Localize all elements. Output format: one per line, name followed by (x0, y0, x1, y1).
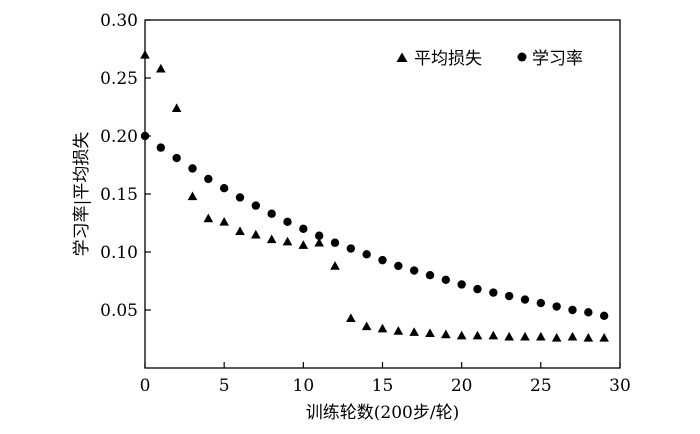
learning-rate-point (156, 143, 166, 152)
y-tick-label: 0.10 (100, 243, 138, 263)
learning-rate-point (378, 255, 387, 265)
legend-label-loss: 平均损失 (414, 49, 482, 69)
y-tick-label: 0.05 (100, 301, 138, 321)
x-tick-label: 25 (530, 376, 552, 396)
loss-point (377, 323, 388, 333)
data-series (140, 50, 609, 342)
learning-rate-point (409, 266, 419, 275)
learning-rate-point (251, 201, 261, 210)
loss-point (551, 333, 562, 342)
learning-rate-point (330, 238, 340, 247)
loss-point (456, 330, 467, 340)
loss-point (567, 331, 578, 341)
learning-rate-point (441, 275, 451, 285)
learning-rate-point (536, 298, 546, 308)
loss-point (520, 331, 530, 341)
loss-point (441, 329, 451, 339)
x-tick-label: 0 (140, 376, 151, 396)
loss-point (282, 236, 293, 246)
learning-rate-point (235, 193, 245, 202)
loss-point (425, 328, 435, 338)
y-axis-label: 学习率|平均损失 (72, 132, 92, 257)
learning-rate-point (473, 284, 482, 294)
legend-triangle-marker (396, 52, 408, 62)
loss-point (583, 333, 594, 342)
y-tick-label: 0.15 (100, 185, 138, 205)
loss-point (219, 217, 229, 226)
loss-point (156, 63, 166, 73)
learning-rate-point (346, 244, 356, 253)
learning-rate-point (188, 164, 197, 173)
learning-rate-point (299, 224, 308, 233)
y-tick-label: 0.25 (100, 69, 138, 89)
loss-point (361, 321, 372, 331)
loss-point (140, 50, 150, 59)
loss-point (314, 237, 324, 247)
loss-point (203, 213, 214, 223)
loss-point (472, 330, 483, 340)
loss-point (536, 331, 546, 341)
loss-point (409, 327, 419, 336)
legend: 平均损失 学习率 (396, 49, 583, 69)
plot-frame (144, 19, 621, 369)
learning-rate-point (283, 217, 292, 227)
x-axis-label: 训练轮数(200步/轮) (306, 403, 459, 423)
learning-rate-point (599, 311, 609, 320)
learning-rate-point (219, 184, 229, 193)
loss-point (187, 191, 198, 201)
y-tick-label: 0.30 (100, 11, 138, 31)
loss-point (235, 226, 245, 235)
series-average-loss (140, 50, 609, 342)
x-tick-label: 30 (609, 376, 631, 396)
x-tick-label: 10 (293, 376, 315, 396)
learning-rate-point (394, 261, 403, 271)
loss-point (251, 229, 261, 239)
x-tick-label: 15 (372, 376, 394, 396)
learning-rate-point (552, 302, 561, 311)
learning-rate-point (457, 280, 466, 289)
legend-circle-marker (517, 52, 527, 62)
loss-point (171, 103, 182, 112)
learning-rate-point (362, 250, 371, 259)
loss-point (330, 261, 340, 270)
learning-rate-point (425, 271, 435, 280)
learning-rate-point (504, 291, 514, 301)
learning-rate-point (172, 153, 181, 163)
learning-rate-point (140, 131, 150, 141)
learning-rate-point (267, 209, 276, 218)
loss-point (599, 333, 609, 342)
loss-point (488, 330, 499, 340)
learning-rate-point (520, 295, 530, 304)
series-learning-rate (140, 131, 609, 320)
learning-rate-point (568, 305, 577, 315)
loss-point (266, 234, 277, 244)
learning-rate-point (584, 308, 593, 317)
loss-point (346, 313, 356, 322)
x-tick-label: 5 (219, 376, 230, 396)
loss-point (393, 326, 404, 335)
legend-label-lr: 学习率 (532, 49, 583, 69)
loss-point (298, 240, 309, 249)
learning-rate-point (314, 231, 324, 240)
loss-point (504, 331, 514, 341)
x-axis-ticks: 0 5 10 15 20 25 30 (140, 362, 631, 396)
y-tick-label: 0.20 (100, 127, 138, 147)
x-tick-label: 20 (451, 376, 473, 396)
y-axis-ticks: 0.05 0.10 0.15 0.20 0.25 0.30 (100, 11, 151, 321)
learning-rate-point (204, 174, 213, 184)
learning-rate-point (489, 288, 498, 297)
